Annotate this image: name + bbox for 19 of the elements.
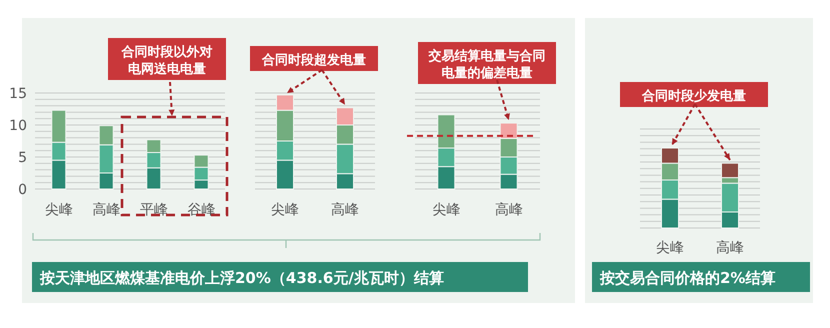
y-tick-label: 10 (9, 118, 27, 134)
x-tick-label: 高峰 (331, 202, 359, 218)
annotation: 交易结算电量与合同电量的偏差电量 (428, 48, 546, 81)
y-tick-label: 15 (9, 86, 27, 102)
x-tick-label: 尖峰 (44, 202, 73, 218)
text: 合同时段以外对电网送电电量 (120, 44, 212, 77)
text: 按交易合同价格的2%结算 (599, 269, 776, 287)
x-tick-label: 平峰 (140, 202, 168, 218)
x-tick-label: 高峰 (494, 202, 523, 218)
x-tick-label: 尖峰 (271, 202, 299, 218)
x-tick-label: 尖峰 (656, 240, 684, 256)
x-tick-label: 高峰 (92, 202, 120, 218)
text: 按天津地区燃煤基准电价上浮20%（438.6元/兆瓦时）结算 (39, 269, 444, 287)
x-tick-label: 尖峰 (432, 202, 460, 218)
y-tick-label: 5 (18, 150, 27, 166)
annotation: 合同时段超发电量 (261, 52, 366, 68)
text: 合同时段少发电量 (641, 88, 746, 104)
x-tick-label: 高峰 (716, 240, 744, 256)
y-tick-label: 0 (18, 182, 27, 198)
